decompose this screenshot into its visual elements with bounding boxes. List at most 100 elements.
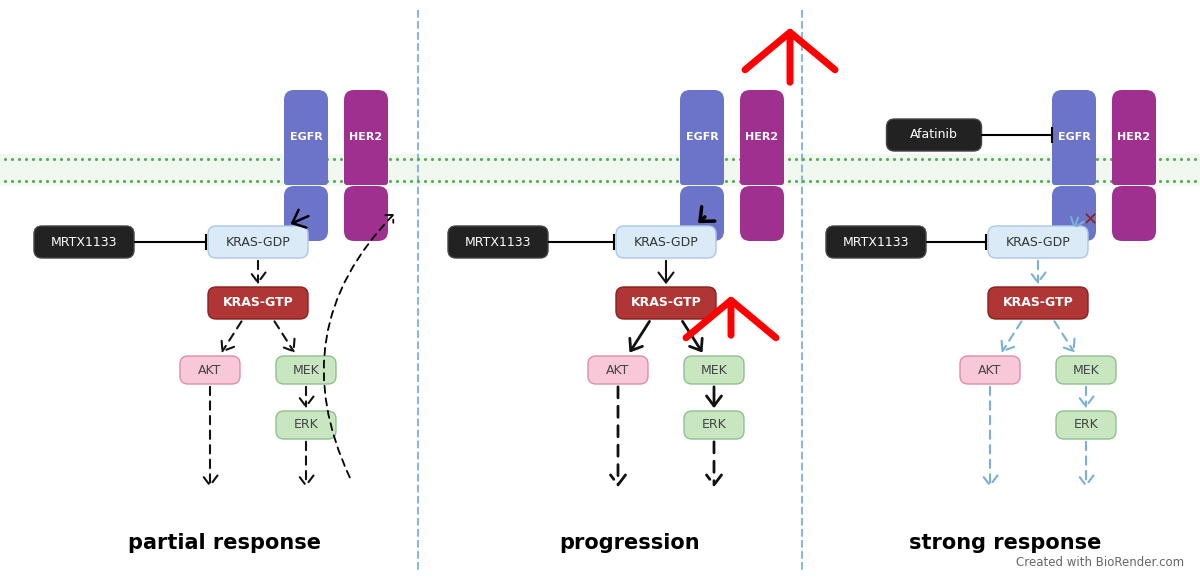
FancyBboxPatch shape: [1112, 186, 1156, 241]
Point: [534, 155, 553, 164]
Point: [395, 155, 414, 164]
Point: [766, 155, 785, 164]
Point: [289, 177, 308, 186]
Point: [114, 155, 133, 164]
Point: [79, 155, 98, 164]
Point: [304, 177, 323, 186]
Point: [437, 177, 456, 186]
Point: [758, 177, 778, 186]
Point: [934, 155, 953, 164]
Point: [968, 177, 988, 186]
Point: [240, 177, 259, 186]
Point: [1045, 177, 1064, 186]
Point: [528, 155, 547, 164]
Point: [247, 177, 266, 186]
Text: Created with BioRender.com: Created with BioRender.com: [1016, 557, 1184, 569]
Point: [864, 155, 883, 164]
Point: [800, 155, 820, 164]
Point: [156, 155, 175, 164]
FancyBboxPatch shape: [1052, 186, 1096, 241]
Point: [766, 177, 785, 186]
Point: [360, 155, 379, 164]
Point: [346, 155, 365, 164]
Point: [1038, 177, 1057, 186]
FancyBboxPatch shape: [680, 90, 724, 165]
Text: partial response: partial response: [128, 533, 322, 553]
Text: KRAS-GTP: KRAS-GTP: [631, 296, 701, 310]
Point: [1038, 155, 1057, 164]
Point: [380, 177, 400, 186]
Point: [961, 155, 980, 164]
Point: [744, 155, 763, 164]
Point: [72, 177, 91, 186]
Point: [205, 177, 224, 186]
Text: AKT: AKT: [978, 364, 1002, 376]
Point: [296, 177, 316, 186]
Point: [506, 155, 526, 164]
Point: [653, 155, 672, 164]
Point: [842, 155, 862, 164]
Point: [444, 155, 463, 164]
Point: [941, 177, 960, 186]
Text: HER2: HER2: [349, 132, 383, 142]
Bar: [0, 154, 1200, 186]
Point: [52, 177, 71, 186]
Point: [632, 177, 652, 186]
Point: [884, 177, 904, 186]
Point: [640, 155, 659, 164]
Point: [864, 177, 883, 186]
Point: [528, 177, 547, 186]
Point: [660, 177, 679, 186]
Point: [2, 177, 22, 186]
Point: [479, 177, 498, 186]
Point: [857, 155, 876, 164]
Point: [842, 177, 862, 186]
FancyBboxPatch shape: [1112, 155, 1156, 185]
Point: [625, 177, 644, 186]
Point: [65, 155, 84, 164]
Point: [996, 155, 1015, 164]
Point: [751, 155, 770, 164]
Point: [198, 177, 217, 186]
Point: [780, 177, 799, 186]
FancyBboxPatch shape: [1052, 155, 1096, 185]
FancyBboxPatch shape: [344, 155, 388, 185]
Point: [793, 155, 812, 164]
Point: [282, 155, 301, 164]
Point: [30, 155, 49, 164]
Point: [968, 155, 988, 164]
Point: [1178, 155, 1198, 164]
Point: [353, 155, 372, 164]
Point: [989, 177, 1008, 186]
Point: [961, 177, 980, 186]
Point: [52, 155, 71, 164]
Point: [618, 155, 637, 164]
Point: [563, 155, 582, 164]
FancyBboxPatch shape: [740, 155, 784, 185]
Point: [128, 177, 148, 186]
Point: [1116, 155, 1135, 164]
Point: [724, 155, 743, 164]
Point: [598, 155, 617, 164]
Point: [548, 155, 568, 164]
Point: [94, 177, 113, 186]
Point: [373, 177, 392, 186]
Point: [815, 155, 834, 164]
FancyBboxPatch shape: [684, 356, 744, 384]
Point: [1067, 155, 1086, 164]
FancyBboxPatch shape: [960, 356, 1020, 384]
Point: [877, 155, 896, 164]
Point: [983, 177, 1002, 186]
FancyBboxPatch shape: [34, 226, 134, 258]
Point: [401, 177, 421, 186]
Point: [311, 155, 330, 164]
Point: [716, 177, 736, 186]
Point: [128, 155, 148, 164]
Point: [934, 177, 953, 186]
Point: [408, 177, 427, 186]
Point: [773, 155, 792, 164]
Text: strong response: strong response: [908, 533, 1102, 553]
Point: [850, 177, 869, 186]
Point: [912, 177, 931, 186]
Text: KRAS-GTP: KRAS-GTP: [1003, 296, 1073, 310]
